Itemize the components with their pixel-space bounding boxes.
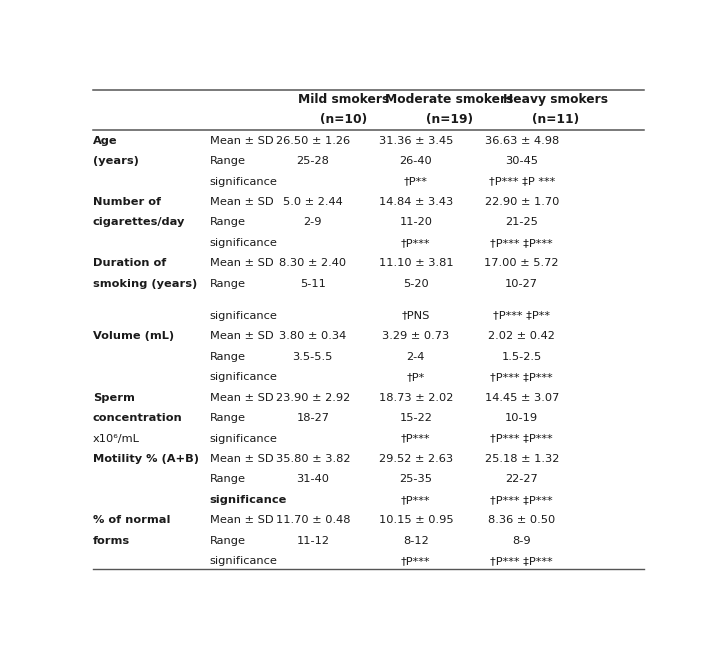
Text: Range: Range	[210, 279, 246, 289]
Text: Range: Range	[210, 217, 246, 228]
Text: Mean ± SD: Mean ± SD	[210, 393, 273, 402]
Text: 11-12: 11-12	[296, 536, 329, 546]
Text: 31.36 ± 3.45: 31.36 ± 3.45	[379, 136, 453, 145]
Text: Number of: Number of	[93, 197, 160, 207]
Text: concentration: concentration	[93, 413, 183, 423]
Text: Mean ± SD: Mean ± SD	[210, 258, 273, 269]
Text: Range: Range	[210, 156, 246, 166]
Text: significance: significance	[210, 556, 278, 567]
Text: 8-12: 8-12	[403, 536, 429, 546]
Text: Age: Age	[93, 136, 117, 145]
Text: 10-19: 10-19	[505, 413, 539, 423]
Text: Duration of: Duration of	[93, 258, 166, 269]
Text: 18-27: 18-27	[296, 413, 329, 423]
Text: 11-20: 11-20	[399, 217, 432, 228]
Text: Mean ± SD: Mean ± SD	[210, 515, 273, 526]
Text: Range: Range	[210, 352, 246, 361]
Text: 5.0 ± 2.44: 5.0 ± 2.44	[283, 197, 343, 207]
Text: x10⁶/mL: x10⁶/mL	[93, 434, 139, 443]
Text: 10.15 ± 0.95: 10.15 ± 0.95	[378, 515, 453, 526]
Text: †P*** ‡P***: †P*** ‡P***	[490, 372, 553, 382]
Text: 5-20: 5-20	[403, 279, 429, 289]
Text: 14.45 ± 3.07: 14.45 ± 3.07	[485, 393, 559, 402]
Text: †P*** ‡P***: †P*** ‡P***	[490, 238, 553, 248]
Text: †P***: †P***	[401, 434, 431, 443]
Text: Mean ± SD: Mean ± SD	[210, 197, 273, 207]
Text: 31-40: 31-40	[296, 474, 329, 484]
Text: 11.10 ± 3.81: 11.10 ± 3.81	[378, 258, 453, 269]
Text: †P*** ‡P***: †P*** ‡P***	[490, 434, 553, 443]
Text: 11.70 ± 0.48: 11.70 ± 0.48	[275, 515, 350, 526]
Text: significance: significance	[210, 434, 278, 443]
Text: †P**: †P**	[404, 177, 428, 186]
Text: 8.30 ± 2.40: 8.30 ± 2.40	[279, 258, 347, 269]
Text: †P*: †P*	[407, 372, 425, 382]
Text: †P*** ‡P***: †P*** ‡P***	[490, 556, 553, 567]
Text: 1.5-2.5: 1.5-2.5	[502, 352, 542, 361]
Text: 35.80 ± 3.82: 35.80 ± 3.82	[275, 454, 350, 464]
Text: 2.02 ± 0.42: 2.02 ± 0.42	[488, 331, 555, 341]
Text: 18.73 ± 2.02: 18.73 ± 2.02	[379, 393, 453, 402]
Text: (n=10): (n=10)	[320, 113, 367, 126]
Text: 3.29 ± 0.73: 3.29 ± 0.73	[383, 331, 449, 341]
Text: †P***: †P***	[401, 556, 431, 567]
Text: 17.00 ± 5.72: 17.00 ± 5.72	[485, 258, 559, 269]
Text: 21-25: 21-25	[505, 217, 538, 228]
Text: significance: significance	[210, 372, 278, 382]
Text: Heavy smokers: Heavy smokers	[503, 93, 608, 106]
Text: Range: Range	[210, 536, 246, 546]
Text: 3.80 ± 0.34: 3.80 ± 0.34	[279, 331, 347, 341]
Text: significance: significance	[210, 177, 278, 186]
Text: Range: Range	[210, 413, 246, 423]
Text: forms: forms	[93, 536, 130, 546]
Text: (n=11): (n=11)	[531, 113, 579, 126]
Text: †P***: †P***	[401, 495, 431, 505]
Text: †P*** ‡P ***: †P*** ‡P ***	[489, 177, 555, 186]
Text: 30-45: 30-45	[505, 156, 539, 166]
Text: Moderate smokers: Moderate smokers	[385, 93, 513, 106]
Text: 26-40: 26-40	[400, 156, 432, 166]
Text: significance: significance	[210, 495, 287, 505]
Text: (n=19): (n=19)	[426, 113, 473, 126]
Text: 25-35: 25-35	[399, 474, 432, 484]
Text: Mean ± SD: Mean ± SD	[210, 454, 273, 464]
Text: significance: significance	[210, 238, 278, 248]
Text: 3.5-5.5: 3.5-5.5	[293, 352, 333, 361]
Text: 8.36 ± 0.50: 8.36 ± 0.50	[488, 515, 555, 526]
Text: Range: Range	[210, 474, 246, 484]
Text: % of normal: % of normal	[93, 515, 170, 526]
Text: 15-22: 15-22	[400, 413, 432, 423]
Text: 8-9: 8-9	[513, 536, 531, 546]
Text: 10-27: 10-27	[505, 279, 539, 289]
Text: Sperm: Sperm	[93, 393, 134, 402]
Text: †P***: †P***	[401, 238, 431, 248]
Text: 22-27: 22-27	[505, 474, 538, 484]
Text: 25.18 ± 1.32: 25.18 ± 1.32	[485, 454, 559, 464]
Text: smoking (years): smoking (years)	[93, 279, 197, 289]
Text: 23.90 ± 2.92: 23.90 ± 2.92	[275, 393, 350, 402]
Text: 14.84 ± 3.43: 14.84 ± 3.43	[379, 197, 453, 207]
Text: (years): (years)	[93, 156, 139, 166]
Text: significance: significance	[210, 311, 278, 321]
Text: †PNS: †PNS	[402, 311, 430, 321]
Text: Mean ± SD: Mean ± SD	[210, 331, 273, 341]
Text: 22.90 ± 1.70: 22.90 ± 1.70	[485, 197, 559, 207]
Text: 26.50 ± 1.26: 26.50 ± 1.26	[275, 136, 350, 145]
Text: 25-28: 25-28	[296, 156, 329, 166]
Text: †P*** ‡P**: †P*** ‡P**	[493, 311, 550, 321]
Text: 29.52 ± 2.63: 29.52 ± 2.63	[379, 454, 453, 464]
Text: 2-4: 2-4	[407, 352, 425, 361]
Text: 5-11: 5-11	[300, 279, 326, 289]
Text: Motility % (A+B): Motility % (A+B)	[93, 454, 198, 464]
Text: Volume (mL): Volume (mL)	[93, 331, 174, 341]
Text: 2-9: 2-9	[303, 217, 322, 228]
Text: 36.63 ± 4.98: 36.63 ± 4.98	[485, 136, 559, 145]
Text: †P*** ‡P***: †P*** ‡P***	[490, 495, 553, 505]
Text: Mean ± SD: Mean ± SD	[210, 136, 273, 145]
Text: cigarettes/day: cigarettes/day	[93, 217, 185, 228]
Text: Mild smokers: Mild smokers	[298, 93, 389, 106]
